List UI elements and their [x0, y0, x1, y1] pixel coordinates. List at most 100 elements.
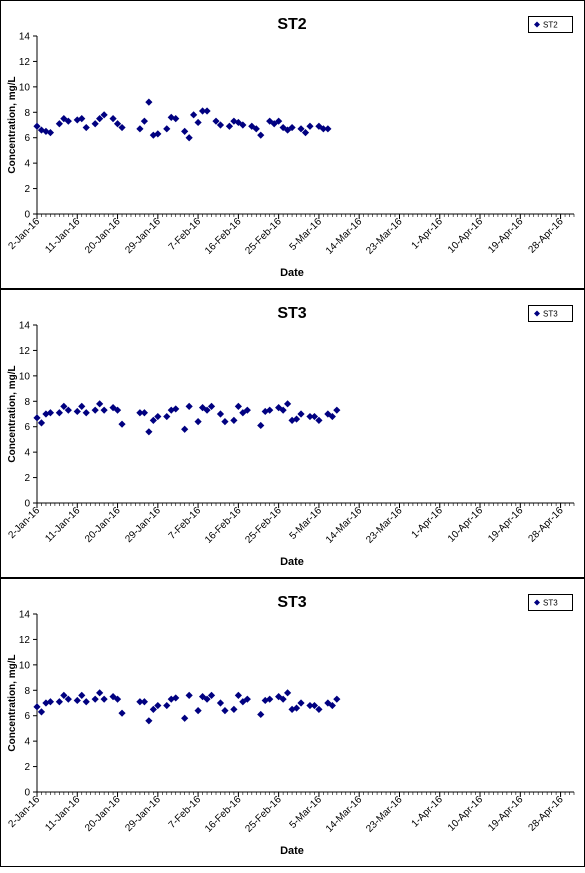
- chart-border: [0, 0, 585, 289]
- data-point: [145, 98, 153, 106]
- data-point: [172, 405, 180, 413]
- data-point: [261, 696, 269, 705]
- data-point: [279, 406, 287, 414]
- data-point: [167, 113, 175, 121]
- data-point: [82, 409, 90, 417]
- y-tick-label: 0: [24, 210, 30, 221]
- y-axis-label: Concentration, mg/L: [7, 76, 18, 173]
- data-point: [257, 421, 265, 430]
- data-point: [64, 406, 72, 414]
- data-point: [216, 699, 225, 707]
- y-tick-label: 4: [24, 159, 30, 170]
- data-point: [172, 694, 180, 702]
- legend-marker: [534, 21, 540, 28]
- data-point: [109, 115, 117, 123]
- y-tick-label: 10: [19, 371, 31, 382]
- data-point: [230, 416, 238, 424]
- data-point: [55, 409, 63, 417]
- chart-border: [0, 289, 585, 578]
- chart-border: [0, 578, 585, 867]
- data-point: [33, 414, 41, 422]
- y-tick-label: 2: [24, 473, 30, 484]
- legend-label: ST2: [543, 21, 558, 30]
- y-tick-label: 2: [24, 184, 30, 195]
- legend-marker: [534, 599, 540, 606]
- data-point: [181, 127, 189, 135]
- data-point: [230, 705, 238, 713]
- y-axis-label: Concentration, mg/L: [7, 654, 18, 751]
- data-point: [194, 118, 202, 127]
- data-point: [239, 121, 247, 129]
- data-point: [181, 425, 189, 433]
- data-series: [33, 98, 332, 142]
- data-point: [306, 122, 314, 130]
- data-point: [37, 708, 46, 716]
- data-point: [163, 125, 171, 133]
- data-point: [194, 707, 202, 715]
- data-point: [185, 134, 193, 142]
- data-point: [91, 406, 99, 414]
- data-point: [145, 717, 153, 725]
- legend-box: [528, 305, 573, 322]
- data-point: [198, 404, 207, 412]
- y-tick-label: 14: [19, 610, 31, 621]
- data-point: [172, 115, 180, 123]
- data-point: [46, 409, 55, 417]
- y-tick-label: 10: [19, 660, 31, 671]
- data-point: [154, 130, 162, 138]
- data-point: [78, 691, 86, 699]
- y-tick-label: 12: [19, 635, 31, 646]
- data-point: [145, 428, 153, 436]
- y-tick-label: 14: [19, 321, 31, 332]
- y-tick-label: 0: [24, 788, 30, 799]
- data-point: [136, 698, 144, 706]
- data-point: [113, 120, 122, 128]
- data-point: [113, 406, 122, 414]
- data-point: [310, 701, 319, 710]
- data-point: [185, 402, 193, 410]
- data-point: [60, 402, 68, 410]
- data-point: [55, 698, 63, 706]
- data-series: [33, 689, 341, 725]
- legend: ST3: [528, 594, 573, 611]
- data-point: [284, 126, 292, 134]
- data-point: [306, 701, 314, 710]
- data-point: [60, 691, 68, 699]
- y-tick-label: 12: [19, 346, 31, 357]
- data-point: [46, 698, 55, 706]
- data-point: [96, 115, 104, 123]
- data-point: [109, 404, 117, 412]
- data-point: [140, 409, 148, 417]
- data-point: [118, 420, 126, 428]
- data-point: [243, 695, 251, 703]
- data-point: [328, 412, 336, 421]
- data-point: [279, 695, 287, 703]
- data-point: [221, 418, 229, 426]
- data-point: [333, 406, 341, 414]
- data-point: [257, 131, 265, 139]
- y-tick-label: 12: [19, 57, 31, 68]
- y-tick-label: 8: [24, 108, 30, 119]
- data-point: [198, 107, 207, 115]
- data-point: [315, 416, 323, 424]
- data-point: [96, 689, 104, 697]
- y-tick-label: 14: [19, 32, 31, 43]
- data-point: [301, 129, 310, 137]
- data-point: [284, 400, 292, 408]
- data-point: [225, 122, 234, 130]
- data-point: [261, 407, 269, 416]
- legend: ST2: [528, 16, 573, 33]
- data-point: [297, 410, 305, 418]
- data-point: [212, 117, 220, 125]
- data-point: [234, 402, 242, 410]
- data-point: [270, 120, 278, 128]
- x-axis-label: Date: [280, 267, 304, 279]
- data-point: [275, 117, 283, 125]
- data-point: [149, 705, 157, 713]
- data-point: [100, 695, 108, 703]
